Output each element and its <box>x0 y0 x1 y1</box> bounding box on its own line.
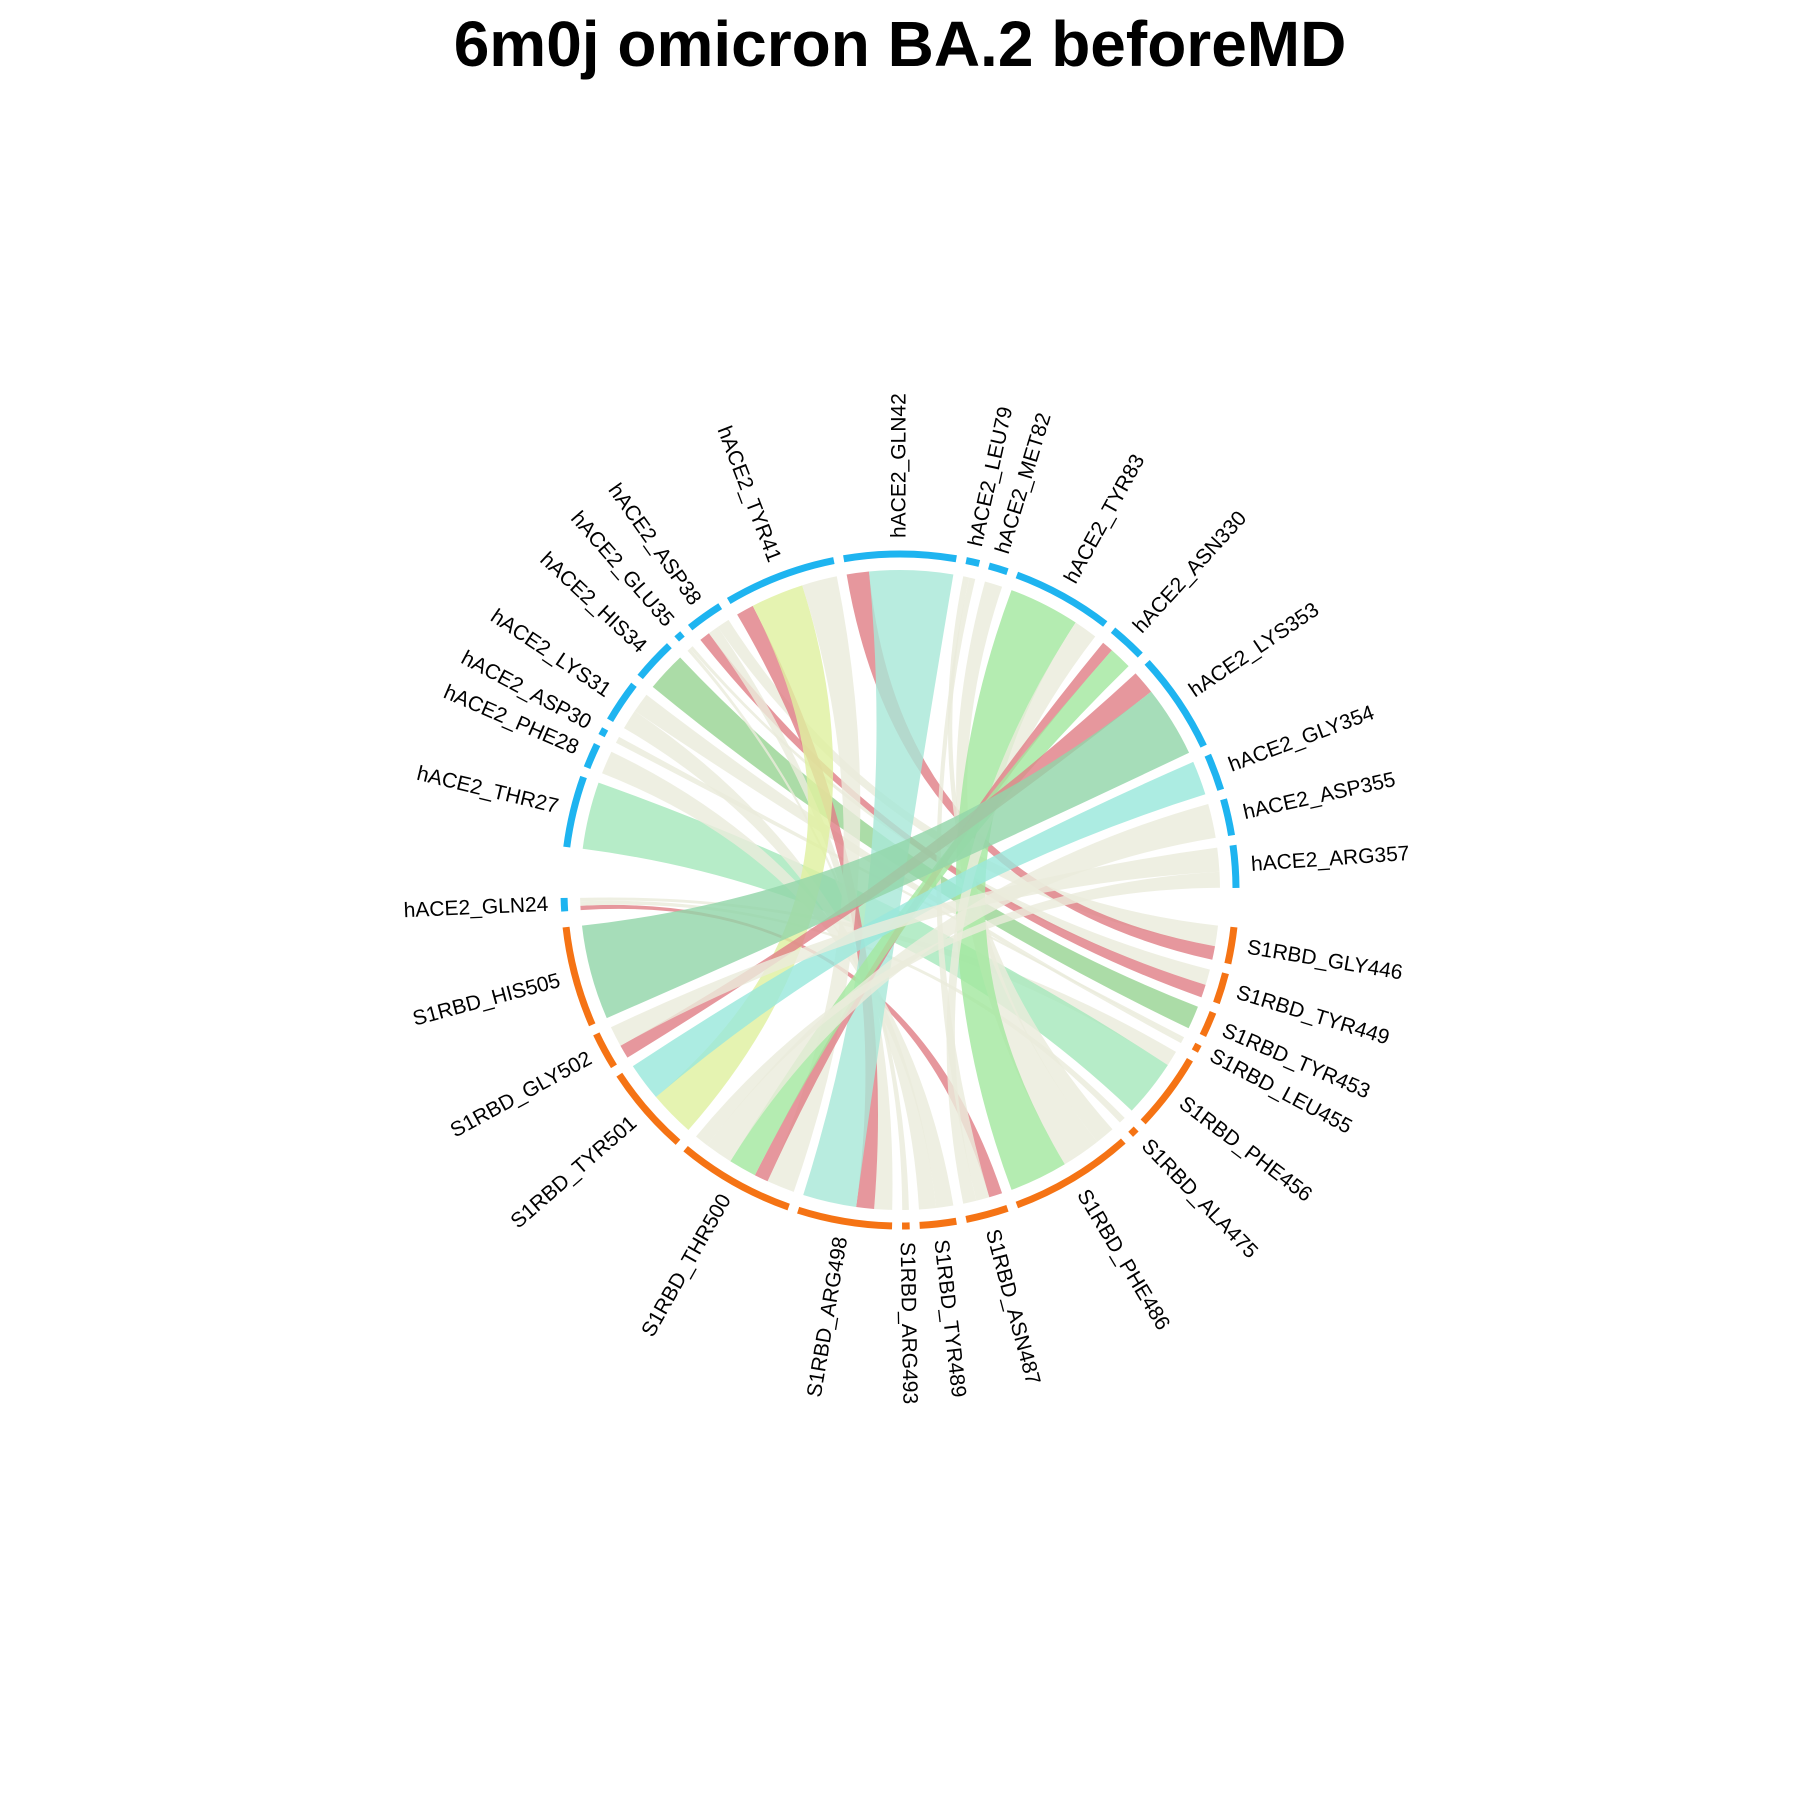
sector-label: S1RBD_ARG498 <box>803 1235 852 1399</box>
sector-arc-hACE2_ARG357 <box>1229 844 1240 888</box>
sector-arc-hACE2_TYR41 <box>726 557 835 604</box>
sector-arc-S1RBD_GLY446 <box>1224 926 1238 965</box>
sector-label: hACE2_TYR83 <box>1060 451 1150 588</box>
chord-link-hACE2_LYS353-S1RBD_GLY502-26 <box>620 673 1152 1058</box>
chord-link-hACE2_MET82-S1RBD_PHE486-21 <box>956 581 1098 1165</box>
chord-link-hACE2_LEU79-S1RBD_PHE486-19 <box>947 576 1113 1142</box>
labels-layer: hACE2_GLN24hACE2_THR27hACE2_PHE28hACE2_A… <box>403 393 1410 1404</box>
sector-label: S1RBD_TYR501 <box>506 1112 641 1234</box>
sector-label: hACE2_LYS353 <box>1185 598 1323 702</box>
sector-arc-S1RBD_LEU455 <box>1191 1042 1202 1053</box>
sector-label: hACE2_GLN24 <box>403 893 549 922</box>
sector-arc-hACE2_GLU35 <box>674 631 685 642</box>
sector-arc-S1RBD_ARG498 <box>797 1206 893 1230</box>
sector-label: hACE2_ASN330 <box>1129 507 1252 638</box>
sector-arc-S1RBD_PHE486 <box>1015 1138 1126 1209</box>
sector-arc-hACE2_ASP38 <box>687 603 723 631</box>
sector-label: hACE2_ARG357 <box>1250 842 1410 876</box>
chart-title: 6m0j omicron BA.2 beforeMD <box>453 8 1347 80</box>
sector-arc-hACE2_PHE28 <box>583 743 601 769</box>
sector-arc-hACE2_TYR83 <box>1015 571 1108 627</box>
sector-arc-S1RBD_GLY502 <box>593 1032 617 1069</box>
sector-arc-hACE2_LYS353 <box>1144 659 1207 748</box>
chord-link-hACE2_TYR83-S1RBD_PHE486-22 <box>955 590 1076 1190</box>
sector-label: S1RBD_THR500 <box>637 1190 736 1341</box>
chord-link-hACE2_THR27-S1RBD_PHE456-3 <box>582 782 1168 1111</box>
chord-link-hACE2_LYS353-S1RBD_HIS505-27 <box>581 691 1190 1019</box>
chord-link-hACE2_HIS34-S1RBD_TYR453-8 <box>652 657 1198 1029</box>
sector-label: S1RBD_GLY446 <box>1245 936 1404 985</box>
chord-link-hACE2_GLY354-S1RBD_TYR501-28 <box>632 761 1206 1098</box>
sector-arc-S1RBD_HIS505 <box>562 926 596 1027</box>
sector-arc-S1RBD_THR500 <box>683 1146 790 1211</box>
chord-link-hACE2_ASN330-S1RBD_THR500-25 <box>730 650 1129 1176</box>
sector-label: S1RBD_PHE486 <box>1072 1185 1174 1334</box>
chord-link-hACE2_LYS31-S1RBD_LEU455-7 <box>634 694 1183 1044</box>
sector-label: S1RBD_ARG493 <box>896 1242 922 1405</box>
sector-arc-hACE2_LYS31 <box>607 682 637 723</box>
sector-label: hACE2_THR27 <box>415 762 561 818</box>
chord-link-hACE2_ARG357-S1RBD_GLY502-30 <box>610 847 1220 1046</box>
sector-arc-hACE2_ASP30 <box>598 727 609 738</box>
sector-arc-S1RBD_TYR501 <box>616 1072 681 1145</box>
sector-arc-S1RBD_ALA475 <box>1128 1126 1139 1137</box>
sector-label: hACE2_GLY354 <box>1225 701 1377 776</box>
chord-link-hACE2_ASN330-S1RBD_THR500-24 <box>754 642 1112 1182</box>
sector-label: S1RBD_ASN487 <box>981 1227 1045 1387</box>
sector-arc-hACE2_ASP355 <box>1220 798 1235 836</box>
sector-arc-S1RBD_PHE456 <box>1140 1058 1193 1125</box>
sector-arc-S1RBD_TYR449 <box>1213 972 1229 1005</box>
sector-label: hACE2_ASP355 <box>1241 768 1398 824</box>
sector-label: S1RBD_TYR489 <box>929 1238 970 1398</box>
sector-arc-hACE2_ASN330 <box>1110 627 1143 658</box>
links-layer <box>580 569 1220 1210</box>
sector-arc-S1RBD_TYR489 <box>919 1217 957 1229</box>
sector-arc-hACE2_GLN42 <box>843 550 957 563</box>
sector-arc-hACE2_GLY354 <box>1204 753 1225 791</box>
chord-link-hACE2_TYR83-S1RBD_ASN487-23 <box>946 622 1096 1204</box>
sector-arc-hACE2_LEU79 <box>965 557 981 567</box>
chord-link-hACE2_ASP355-S1RBD_THR500-29 <box>707 803 1216 1162</box>
sector-arc-hACE2_GLN24 <box>560 897 569 912</box>
sector-arc-hACE2_HIS34 <box>637 643 672 680</box>
sector-arc-hACE2_MET82 <box>988 562 1009 575</box>
sector-arc-S1RBD_TYR453 <box>1199 1011 1217 1037</box>
sectors-layer <box>560 550 1240 1230</box>
chord-link-hACE2_TYR41-S1RBD_THR500-16 <box>767 576 861 1192</box>
sector-arc-S1RBD_ASN487 <box>965 1205 1009 1223</box>
sector-label: hACE2_GLN42 <box>888 393 911 538</box>
sector-label: hACE2_TYR41 <box>713 423 786 565</box>
sector-label: S1RBD_HIS505 <box>410 969 563 1030</box>
sector-label: S1RBD_GLY502 <box>447 1047 596 1142</box>
sector-arc-hACE2_THR27 <box>563 775 587 848</box>
